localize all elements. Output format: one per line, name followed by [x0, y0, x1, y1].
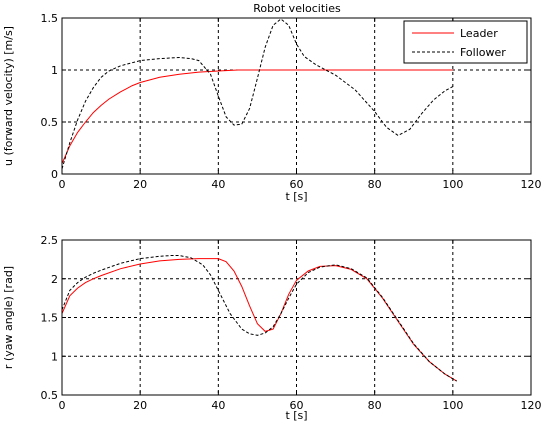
- chart1-xtick-label: 80: [368, 178, 382, 191]
- chart2-ytick-label: 2.5: [41, 234, 59, 247]
- chart2-ytick-label: 0.5: [41, 389, 59, 402]
- chart1-ytick-label: 1: [51, 64, 58, 77]
- chart1-series-follower-line: [61, 18, 454, 169]
- chart2-xtick-label: 80: [368, 399, 382, 412]
- chart1-frame: [61, 17, 532, 175]
- chart2-xtick-label: 40: [211, 399, 225, 412]
- chart2-ytick-label: 2: [51, 273, 58, 286]
- chart1-ytick-label: 1.5: [41, 12, 59, 25]
- chart1-xtick-label: 20: [133, 178, 147, 191]
- chart1-xtick-label: 40: [211, 178, 225, 191]
- chart1-ylabel: u (forward velocity) [m/s]: [2, 26, 15, 166]
- chart1-series-leader-line: [61, 69, 453, 164]
- chart1-xtick-label: 0: [59, 178, 66, 191]
- chart2-xlabel: t [s]: [285, 409, 307, 422]
- chart1-xtick-label: 100: [442, 178, 463, 191]
- chart2-ytick-label: 1.5: [41, 312, 59, 325]
- chart2-xtick-label: 60: [290, 399, 304, 412]
- chart2-axes: 0 20 40 60 80 100 120 0.5 1 1.5 2 2.5 t [s] r (yaw an…: [2, 234, 542, 422]
- chart2-series-follower-line: [61, 255, 457, 382]
- figure-title: Robot velocities: [253, 2, 341, 15]
- chart2-ytick-label: 1: [51, 350, 58, 363]
- chart2-xtick-label: 20: [133, 399, 147, 412]
- chart2-xtick-label: 120: [521, 399, 542, 412]
- chart1-ytick-label: 0.5: [41, 116, 59, 129]
- chart2-ylabel: r (yaw angle) [rad]: [2, 266, 15, 369]
- chart2-xtick-label: 0: [59, 399, 66, 412]
- chart1-ytick-label: 0: [51, 168, 58, 181]
- chart1-legend: Leader Follower: [403, 20, 528, 64]
- chart1-xlabel: t [s]: [285, 190, 307, 203]
- chart2-frame: [61, 239, 532, 396]
- chart1-axes: 0 20 40 60 80 100 120 0 0.5 1 1.5 t [s] u (forward v…: [2, 12, 542, 203]
- chart1-legend-label-follower: Follower: [460, 46, 506, 59]
- chart1-xtick-label: 120: [521, 178, 542, 191]
- chart2-xtick-label: 100: [442, 399, 463, 412]
- chart1-legend-box: [403, 20, 528, 64]
- chart1-xtick-label: 60: [290, 178, 304, 191]
- chart1-legend-label-leader: Leader: [460, 27, 498, 40]
